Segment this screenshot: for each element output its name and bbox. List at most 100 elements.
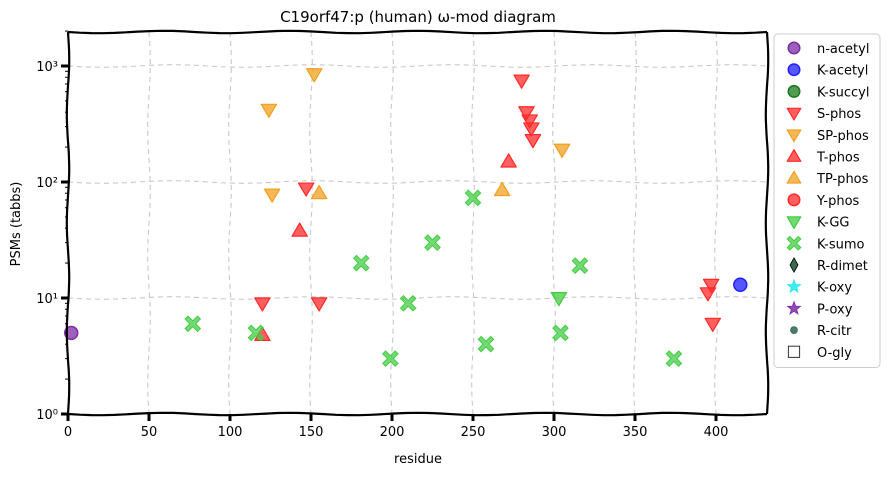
point-s-phos <box>310 297 328 312</box>
point-k-sumo <box>352 254 370 272</box>
legend-marker <box>789 256 799 274</box>
point-k-sumo <box>184 315 202 333</box>
point-s-phos <box>523 122 540 137</box>
x-tick-label: 50 <box>141 425 158 440</box>
legend-marker <box>786 149 802 162</box>
legend-entry: P-oxy <box>786 300 853 317</box>
legend-marker <box>786 170 802 184</box>
point-k-sumo <box>382 350 399 368</box>
point-k-sumo <box>399 294 417 312</box>
point-s-phos <box>704 317 722 332</box>
grid-line-x <box>633 31 637 415</box>
point-s-phos <box>518 106 535 121</box>
legend-label: O-gly <box>817 346 852 361</box>
legend-entry: Y-phos <box>787 193 860 209</box>
x-axis-label: residue <box>394 452 442 467</box>
x-tick-label: 150 <box>299 425 324 440</box>
legend-label: TP-phos <box>816 172 869 187</box>
legend-label: K-acetyl <box>817 64 868 79</box>
x-axis: 0 50 100 150 200 250 300 350 400 <box>64 414 729 440</box>
legend-label: R-dimet <box>817 259 868 274</box>
point-k-sumo <box>477 335 495 353</box>
point-s-phos <box>297 182 315 197</box>
legend-box <box>773 33 881 368</box>
legend-entry: S-phos <box>786 107 861 122</box>
grid-line-y <box>67 64 768 68</box>
y-tick-label: 10³ <box>36 60 58 75</box>
x-tick-label: 300 <box>542 425 567 440</box>
legend-entry: T-phos <box>786 149 860 166</box>
legend-marker <box>786 129 802 143</box>
grid-line-y <box>67 296 768 300</box>
point-sp-phos <box>553 143 571 158</box>
point-k-gg <box>550 292 568 307</box>
grid-line-x <box>471 31 475 415</box>
y-axis: 10⁰ 10¹ 10² 10³ <box>36 30 68 423</box>
grid <box>67 31 768 415</box>
point-k-sumo <box>424 234 441 252</box>
point-s-phos <box>513 74 530 89</box>
legend: n-acetyl K-acetyl K-succyl S-phos SP-phos T-p… <box>773 33 881 368</box>
grid-line-x <box>714 31 718 415</box>
x-tick-label: 350 <box>623 425 648 440</box>
legend-label: K-GG <box>817 216 849 231</box>
point-k-sumo <box>571 257 589 275</box>
point-k-acetyl <box>733 277 748 293</box>
x-tick-label: 100 <box>218 425 243 440</box>
legend-entry: TP-phos <box>786 170 869 187</box>
x-tick-label: 200 <box>380 425 405 440</box>
legend-label: K-sumo <box>817 237 865 252</box>
y-tick-label: 10² <box>36 176 58 191</box>
point-n-acetyl <box>64 325 79 341</box>
legend-marker <box>786 278 802 294</box>
point-sp-phos <box>260 103 278 118</box>
legend-marker <box>786 216 802 229</box>
point-s-phos <box>521 114 538 129</box>
legend-marker <box>786 107 802 121</box>
point-t-phos <box>291 222 308 237</box>
point-k-sumo <box>464 189 482 207</box>
data-marks <box>64 68 748 368</box>
point-s-phos <box>524 134 542 149</box>
chart-title: C19orf47:p (human) ω-mod diagram <box>280 8 556 26</box>
point-s-phos <box>702 278 720 294</box>
legend-entry: K-GG <box>786 216 849 231</box>
legend-marker <box>787 63 801 77</box>
legend-label: S-phos <box>817 107 861 122</box>
grid-line-x <box>309 31 313 415</box>
legend-label: P-oxy <box>817 302 853 317</box>
point-sp-phos <box>263 188 281 203</box>
legend-entry: n-acetyl <box>787 41 869 57</box>
legend-marker <box>786 235 802 251</box>
legend-entry: K-oxy <box>786 278 852 296</box>
point-s-phos <box>254 297 271 312</box>
legend-entry: R-dimet <box>789 256 868 274</box>
legend-label: n-acetyl <box>817 42 869 57</box>
grid-line-x <box>228 31 232 415</box>
grid-line-y <box>67 180 768 184</box>
plot-frame <box>65 29 770 417</box>
x-tick-label: 0 <box>64 425 72 440</box>
point-k-sumo <box>665 350 683 368</box>
legend-marker <box>786 300 802 315</box>
y-tick-label: 10¹ <box>36 292 58 307</box>
y-tick-label: 10⁰ <box>36 408 58 423</box>
legend-label: T-phos <box>816 151 860 166</box>
y-axis-label: PSMs (tabbs) <box>9 182 24 267</box>
legend-entry: SP-phos <box>786 129 869 144</box>
point-k-sumo <box>247 324 265 342</box>
point-tp-phos <box>493 181 511 197</box>
x-tick-label: 250 <box>461 425 486 440</box>
grid-line-x <box>552 31 556 415</box>
x-tick-label: 400 <box>704 425 729 440</box>
legend-label: Y-phos <box>816 194 860 209</box>
legend-label: R-citr <box>817 324 852 339</box>
legend-marker <box>787 84 801 98</box>
grid-line-x <box>390 31 394 415</box>
point-tp-phos <box>310 184 328 200</box>
legend-entry: K-succyl <box>787 84 869 100</box>
legend-marker <box>787 41 801 55</box>
legend-label: K-succyl <box>817 85 869 100</box>
legend-entry: O-gly <box>787 345 852 361</box>
